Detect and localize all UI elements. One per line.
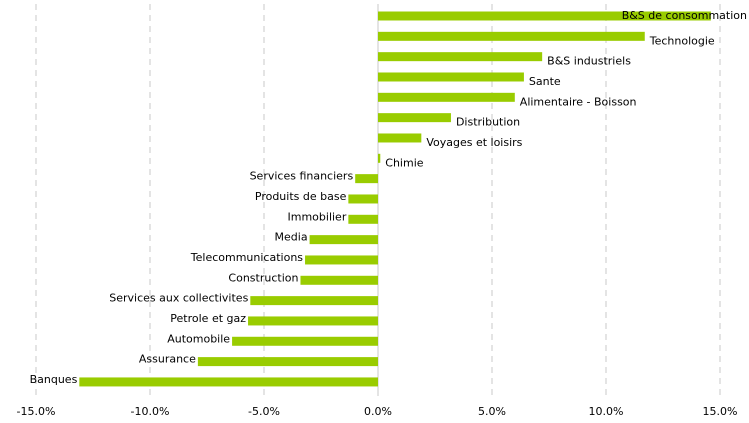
- x-tick-label: -10.0%: [131, 405, 170, 418]
- bar: [378, 133, 422, 143]
- bar-label: B&S de consommation: [622, 9, 747, 22]
- bar-label: Assurance: [139, 353, 196, 366]
- bar: [355, 174, 378, 184]
- bar: [250, 296, 378, 306]
- bar-label: Petrole et gaz: [170, 312, 246, 325]
- bar-label: Technologie: [649, 34, 715, 47]
- bar-label: Produits de base: [255, 190, 347, 203]
- bar: [378, 52, 543, 62]
- bar: [305, 255, 378, 265]
- bar-label: Services aux collectivites: [109, 292, 248, 305]
- bar-label: B&S industriels: [547, 55, 631, 68]
- bar-label: Services financiers: [250, 170, 354, 183]
- bar-label: Chimie: [385, 156, 423, 169]
- x-tick-label: 0.0%: [364, 405, 392, 418]
- x-tick-label: 15.0%: [703, 405, 738, 418]
- bar-label: Distribution: [456, 116, 520, 129]
- bar-label: Telecommunications: [190, 251, 304, 264]
- bar: [378, 31, 645, 41]
- bar: [197, 357, 378, 367]
- bar: [378, 153, 381, 163]
- bar-label: Alimentaire - Boisson: [520, 95, 637, 108]
- bar-label: Automobile: [167, 332, 230, 345]
- bar: [79, 377, 378, 387]
- bar: [378, 72, 524, 82]
- bar: [378, 113, 451, 123]
- bar: [378, 92, 515, 102]
- x-tick-label: 10.0%: [589, 405, 624, 418]
- bar-label: Banques: [30, 373, 78, 386]
- bar-label: Media: [275, 231, 308, 244]
- x-tick-label: -15.0%: [17, 405, 56, 418]
- bar-label: Voyages et loisirs: [426, 136, 522, 149]
- bar: [348, 214, 378, 224]
- bar-label: Immobilier: [288, 210, 347, 223]
- bar: [232, 336, 378, 346]
- x-tick-label: 5.0%: [478, 405, 506, 418]
- bar-label: Sante: [529, 75, 561, 88]
- bar-label: Construction: [228, 271, 298, 284]
- bar: [348, 194, 378, 204]
- bar: [300, 275, 378, 285]
- bar: [309, 235, 378, 245]
- x-tick-label: -5.0%: [248, 405, 280, 418]
- bar: [378, 11, 711, 21]
- bar: [248, 316, 378, 326]
